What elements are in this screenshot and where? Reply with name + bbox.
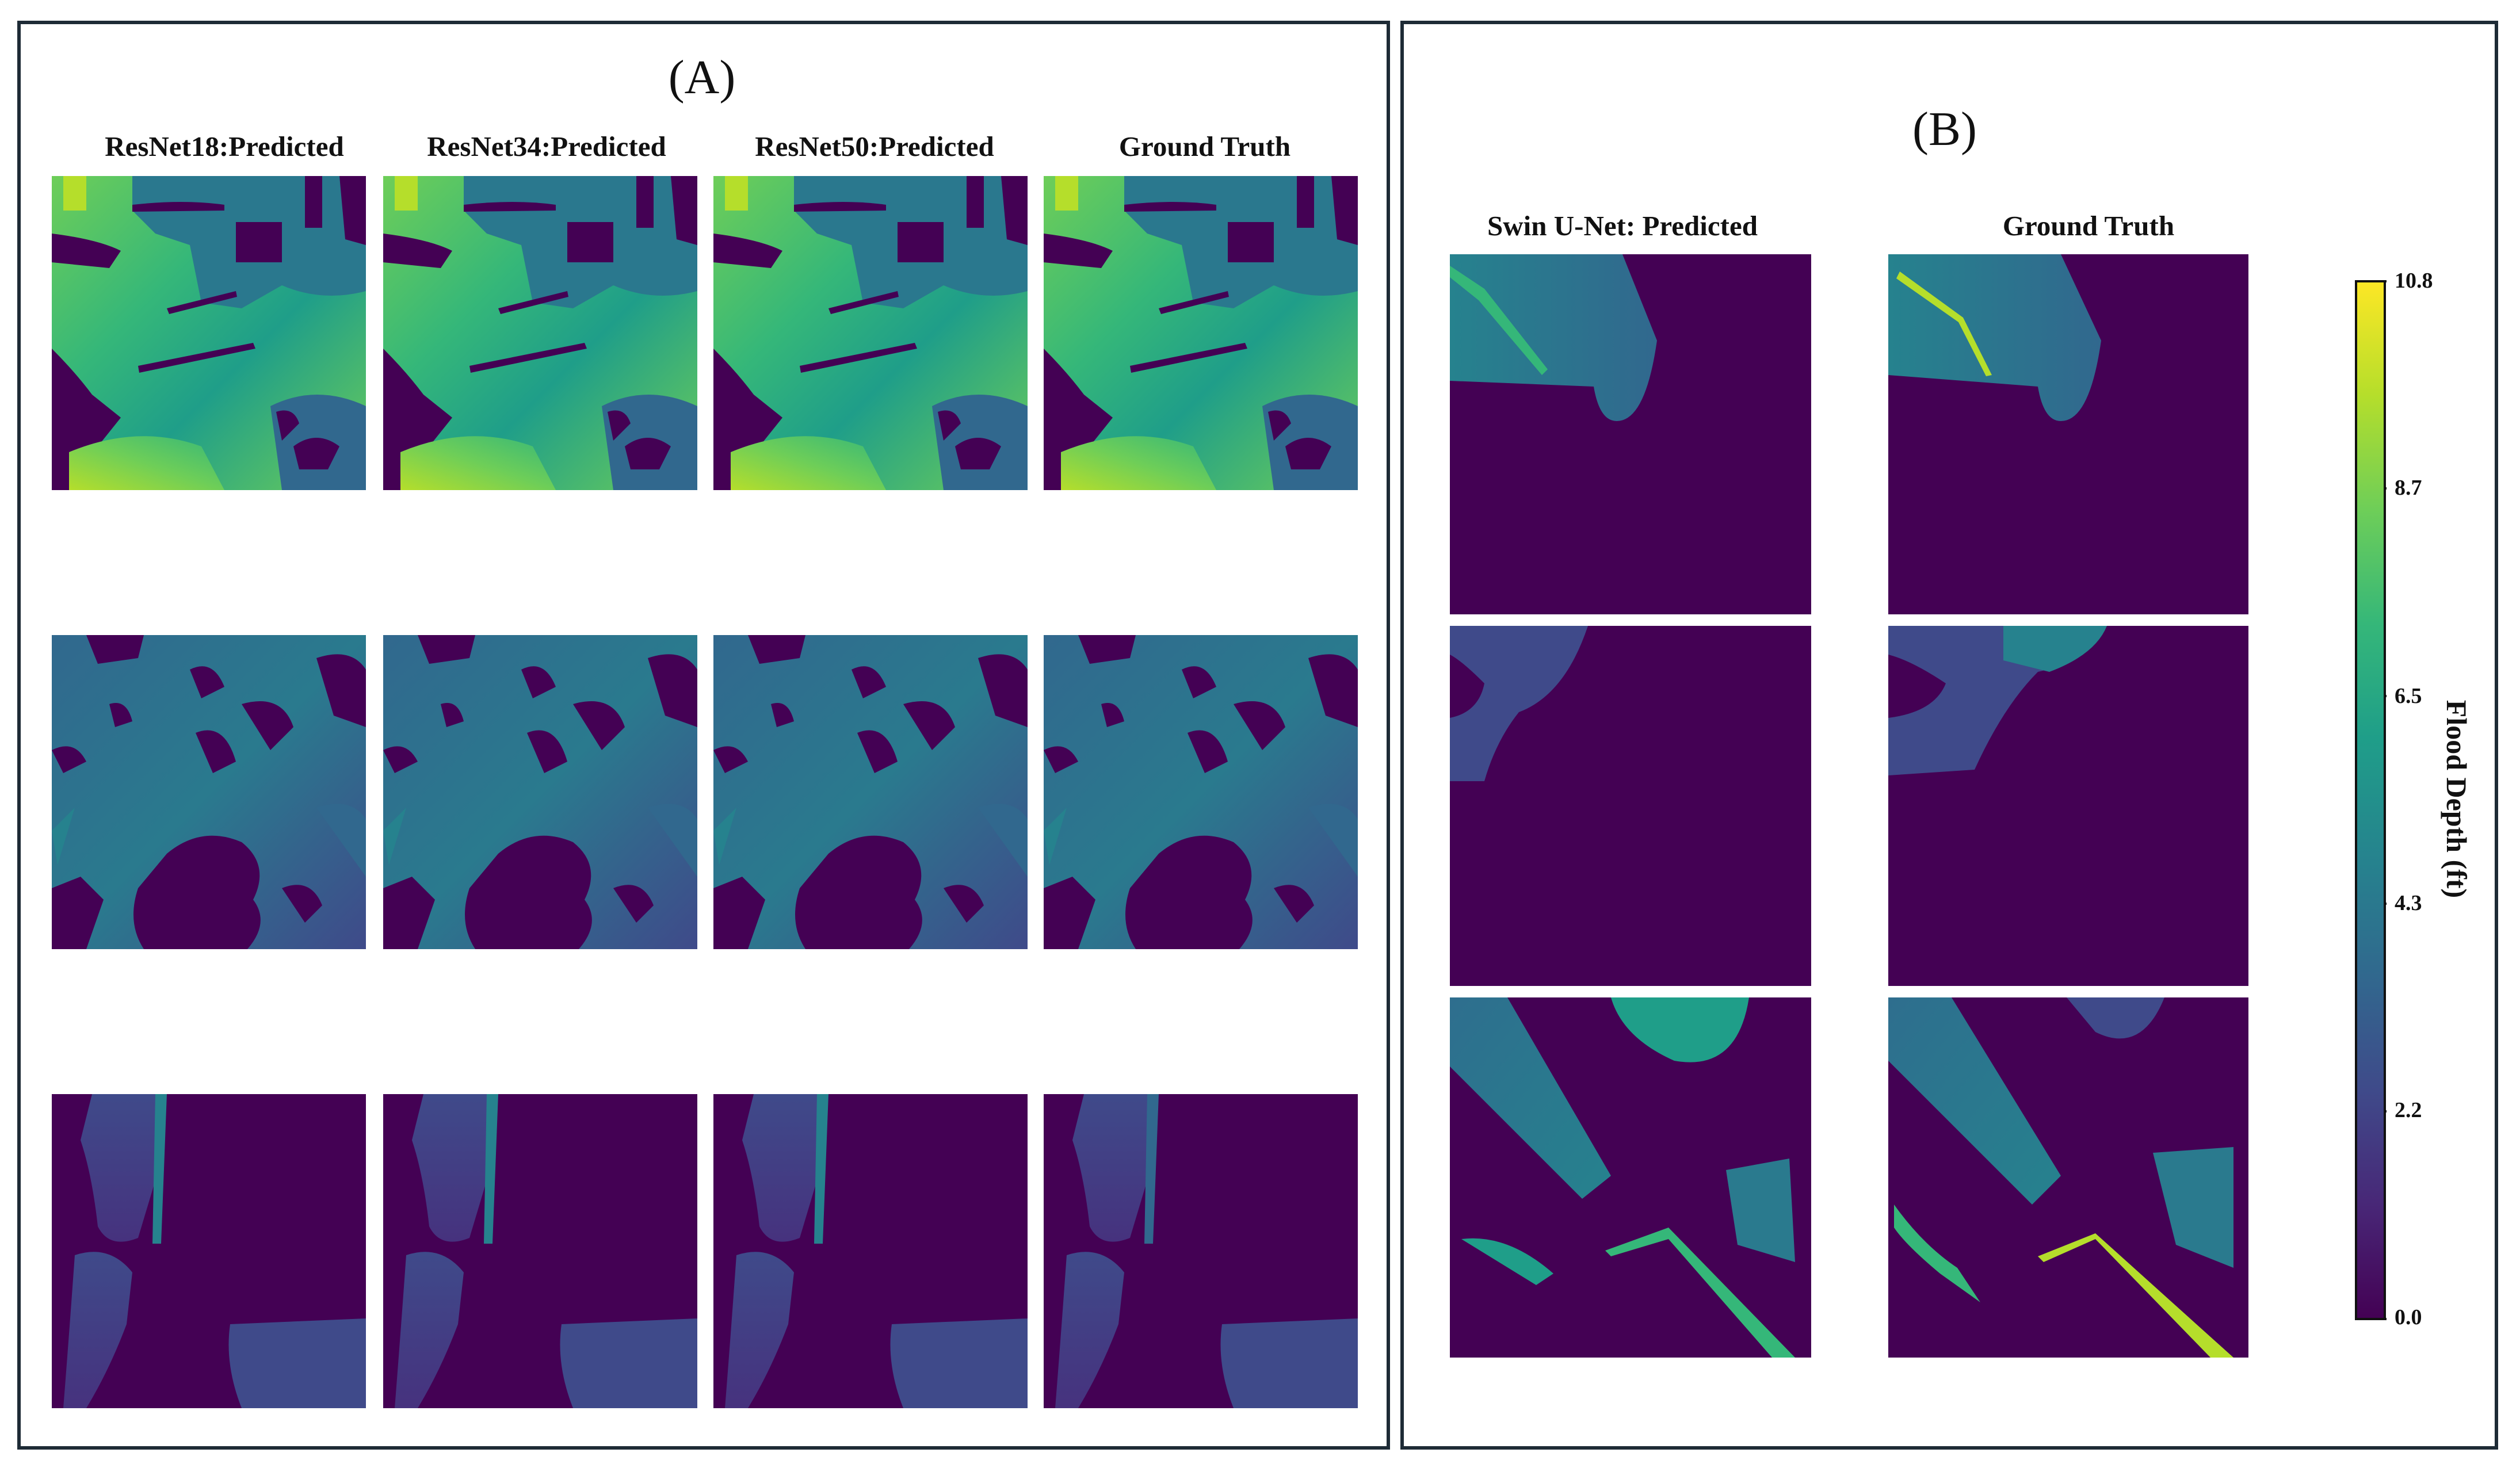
col-title-resnet34: ResNet34:Predicted (427, 131, 666, 162)
map-a-row2-resnet50 (713, 635, 1028, 949)
map-b-row1-ground-truth (1888, 254, 2248, 614)
map-b-row2-ground-truth (1888, 626, 2248, 986)
map-a-row2-ground-truth (1044, 635, 1358, 949)
map-b-row2-swin-unet (1450, 626, 1811, 986)
colorbar-tick-label-4.3: 4.3 (2395, 891, 2422, 915)
colorbar-tick-label-6.5: 6.5 (2395, 684, 2422, 708)
map-a-row3-resnet50 (713, 1094, 1028, 1408)
map-a-row1-resnet18 (52, 176, 366, 490)
map-b-row1-swin-unet (1450, 254, 1811, 614)
colorbar-tick-label-8.7: 8.7 (2395, 476, 2422, 500)
panel-a-label: (A) (668, 51, 736, 104)
panel-b-label: (B) (1912, 102, 1977, 156)
map-a-row1-resnet34 (383, 176, 697, 490)
col-title-ground-truth-b: Ground Truth (2002, 210, 2175, 242)
colorbar-tick-label-0.0: 0.0 (2395, 1305, 2422, 1329)
map-a-row2-resnet18 (52, 635, 366, 949)
colorbar-label: Flood Depth (ft) (2441, 699, 2473, 899)
map-a-row1-resnet50 (713, 176, 1028, 490)
colorbar-tick-label-2.2: 2.2 (2395, 1098, 2422, 1122)
map-a-row3-ground-truth (1044, 1094, 1358, 1408)
map-b-row3-ground-truth (1888, 997, 2248, 1358)
map-a-row2-resnet34 (383, 635, 697, 949)
col-title-resnet50: ResNet50:Predicted (755, 131, 994, 162)
map-a-row1-ground-truth (1044, 176, 1358, 490)
col-title-resnet18: ResNet18:Predicted (105, 131, 344, 162)
col-title-ground-truth-a: Ground Truth (1118, 131, 1291, 162)
colorbar (2355, 280, 2387, 1320)
colorbar-tick-label-10.8: 10.8 (2395, 269, 2433, 293)
map-b-row3-swin-unet (1450, 997, 1811, 1358)
map-a-row3-resnet34 (383, 1094, 697, 1408)
col-title-swin-unet: Swin U-Net: Predicted (1487, 210, 1758, 242)
map-a-row3-resnet18 (52, 1094, 366, 1408)
